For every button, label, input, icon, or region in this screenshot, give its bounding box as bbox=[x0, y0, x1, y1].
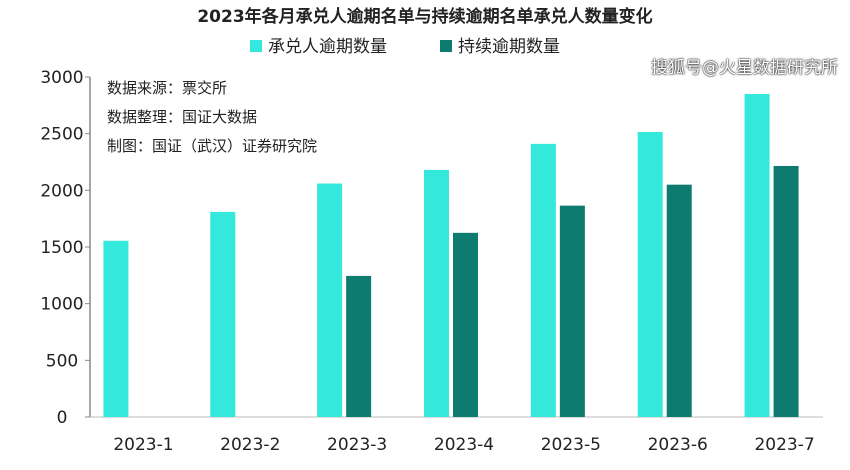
bar-overdue-2023-1 bbox=[103, 240, 129, 417]
legend-label: 持续逾期数量 bbox=[458, 37, 560, 57]
bar-continued-overdue-2023-5 bbox=[559, 205, 585, 417]
x-tick-label: 2023-6 bbox=[648, 435, 708, 455]
bar-continued-overdue-2023-7 bbox=[773, 165, 799, 417]
x-tick-label: 2023-2 bbox=[220, 435, 280, 455]
legend: 承兑人逾期数量 持续逾期数量 bbox=[250, 37, 560, 57]
y-tick-label: 2000 bbox=[40, 181, 83, 201]
bar-overdue-2023-3 bbox=[317, 183, 343, 417]
bar-overdue-2023-6 bbox=[637, 131, 663, 417]
y-tick-label: 1500 bbox=[40, 238, 83, 258]
legend-label: 承兑人逾期数量 bbox=[268, 37, 387, 57]
y-tick-label: 500 bbox=[46, 351, 78, 371]
annotation: 制图：国证（武汉）证券研究院 bbox=[107, 137, 317, 155]
annotation: 数据来源：票交所 bbox=[107, 79, 227, 97]
x-tick-label: 2023-3 bbox=[327, 435, 387, 455]
bar-continued-overdue-2023-3 bbox=[346, 275, 372, 417]
bar-overdue-2023-5 bbox=[530, 143, 556, 417]
x-tick-label: 2023-4 bbox=[434, 435, 494, 455]
bar-overdue-2023-7 bbox=[744, 94, 770, 417]
legend-swatch bbox=[250, 40, 262, 52]
bar-overdue-2023-2 bbox=[210, 211, 236, 417]
x-tick-label: 2023-5 bbox=[541, 435, 601, 455]
y-tick-label: 3000 bbox=[40, 68, 83, 88]
bar-continued-overdue-2023-4 bbox=[453, 232, 478, 417]
x-tick-label: 2023-7 bbox=[754, 435, 814, 455]
chart-title: 2023年各月承兑人逾期名单与持续逾期名单承兑人数量变化 bbox=[197, 6, 652, 27]
y-tick-label: 0 bbox=[57, 408, 68, 428]
watermark: 搜狐号@火星数据研究所 bbox=[651, 58, 838, 78]
bar-overdue-2023-4 bbox=[424, 169, 449, 417]
y-tick-label: 2500 bbox=[40, 125, 83, 145]
y-tick-label: 1000 bbox=[40, 295, 83, 315]
annotation: 数据整理：国证大数据 bbox=[107, 108, 257, 126]
legend-swatch bbox=[440, 40, 452, 52]
bar-continued-overdue-2023-6 bbox=[666, 184, 692, 417]
x-tick-label: 2023-1 bbox=[113, 435, 173, 455]
